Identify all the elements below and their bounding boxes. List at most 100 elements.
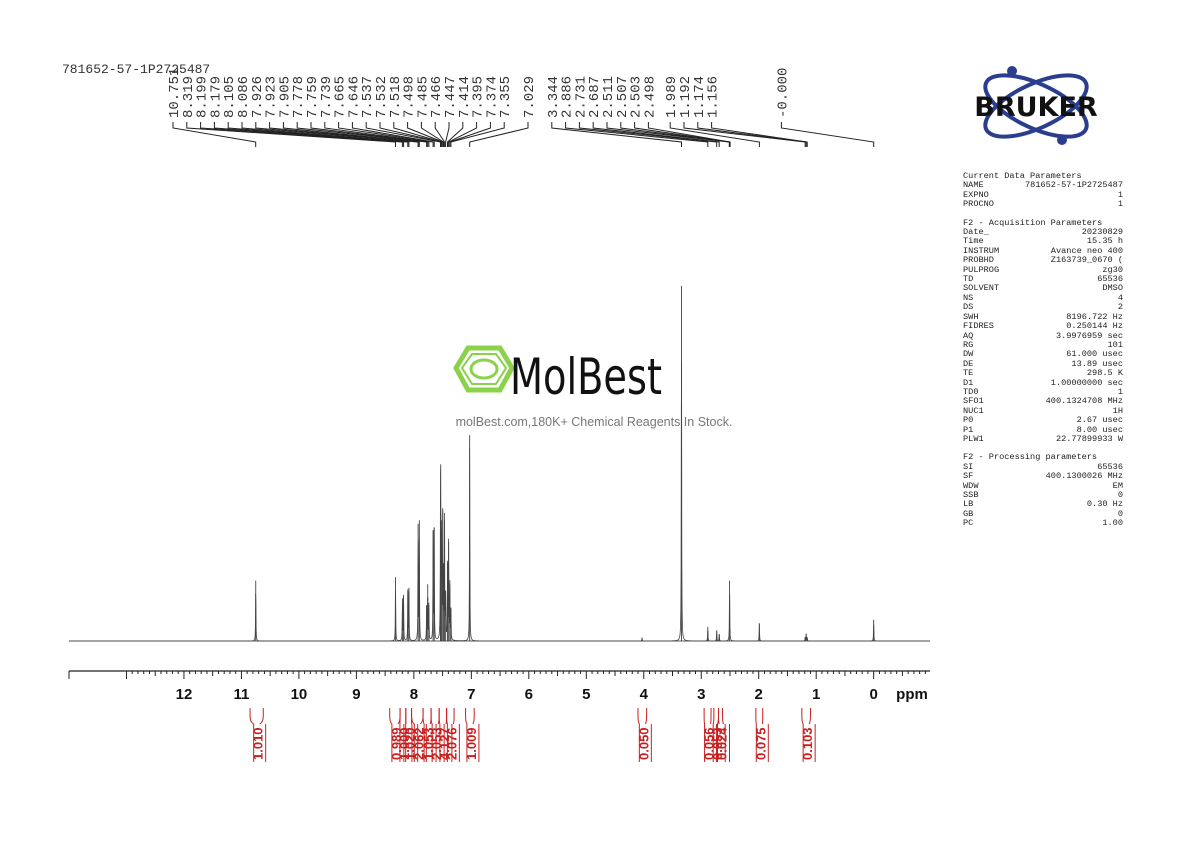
axis-tick-label: 2 bbox=[755, 686, 763, 703]
peak-label: 7.414 bbox=[457, 76, 473, 118]
param-key: RG bbox=[963, 339, 974, 350]
param-row: PULPROG zg30 bbox=[963, 264, 1123, 275]
peak-label: 1.989 bbox=[664, 76, 680, 118]
peak-label: 3.344 bbox=[546, 76, 562, 118]
axis-tick-label: 4 bbox=[640, 686, 649, 703]
param-value: 3.9976959 sec bbox=[1055, 330, 1123, 341]
param-key: NAME bbox=[963, 180, 984, 191]
param-key: PROCNO bbox=[963, 199, 994, 210]
peak-label-connector bbox=[213, 122, 405, 147]
integral-value: 2.076 bbox=[444, 727, 459, 760]
peak-label-connector bbox=[669, 122, 760, 147]
param-value: 781652-57-1P2725487 bbox=[1025, 180, 1123, 191]
param-value: 65536 bbox=[1097, 274, 1123, 285]
peak-label-connector bbox=[434, 122, 446, 147]
peak-label: 7.778 bbox=[291, 76, 307, 118]
param-key: Date_ bbox=[963, 227, 989, 238]
integral-value: 1.000 bbox=[397, 727, 412, 760]
peak-label-connector bbox=[269, 122, 419, 147]
param-key: SI bbox=[963, 461, 974, 472]
param-value: 2.67 usec bbox=[1076, 415, 1123, 426]
peak-label-connector bbox=[324, 122, 430, 147]
param-row: RG 101 bbox=[963, 339, 1123, 350]
peak-label: 7.395 bbox=[471, 76, 487, 118]
peak-label-connector bbox=[407, 122, 444, 147]
peak-label: 7.447 bbox=[443, 76, 459, 118]
peak-label: 8.199 bbox=[195, 76, 211, 118]
axis-tick-label: 9 bbox=[352, 686, 360, 703]
peak-label-connector bbox=[393, 122, 443, 147]
param-row: P1 8.00 usec bbox=[963, 424, 1123, 435]
param-value: 400.1324708 MHz bbox=[1045, 396, 1123, 407]
molbest-watermark: MolBest molBest.com,180K+ Chemical Reage… bbox=[453, 345, 733, 429]
peak-label-connector bbox=[241, 122, 410, 147]
param-key: PULPROG bbox=[963, 264, 1000, 275]
integral-bracket bbox=[801, 708, 811, 762]
param-key: SWH bbox=[963, 311, 979, 322]
peak-label-connector bbox=[697, 122, 807, 147]
peak-label: 7.485 bbox=[415, 76, 431, 118]
peak-label-connector bbox=[551, 122, 682, 147]
peak-label-connector bbox=[578, 122, 718, 147]
param-key: Time bbox=[963, 236, 984, 247]
param-row: WDW EM bbox=[963, 481, 1123, 491]
molbest-tagline: molBest.com,180K+ Chemical Reagents In S… bbox=[456, 415, 733, 429]
peak-label-connector bbox=[592, 122, 720, 147]
peak-label-connector bbox=[450, 122, 505, 147]
integral-value: 0.075 bbox=[753, 727, 768, 760]
param-key: P0 bbox=[963, 415, 974, 426]
param-value: 101 bbox=[1107, 339, 1123, 350]
peak-label-connector bbox=[647, 122, 731, 147]
param-value: 1H bbox=[1112, 405, 1123, 416]
param-row: NUC1 1H bbox=[963, 405, 1123, 416]
peak-label: 7.646 bbox=[346, 76, 362, 118]
axis-tick-label: 7 bbox=[467, 686, 475, 703]
peak-label-connector bbox=[186, 122, 396, 147]
molbest-brand: MolBest bbox=[510, 348, 662, 406]
peak-label-connector bbox=[338, 122, 434, 147]
peak-label: 7.665 bbox=[333, 76, 349, 118]
param-value: 298.5 K bbox=[1086, 368, 1123, 379]
param-row: SI 65536 bbox=[963, 461, 1123, 472]
peak-label-connector bbox=[711, 122, 808, 147]
param-value: 65536 bbox=[1097, 461, 1123, 472]
peak-label: 1.192 bbox=[678, 76, 694, 118]
integral-value: 1.009 bbox=[464, 727, 479, 760]
peak-label: 7.532 bbox=[374, 76, 390, 118]
peak-label: 2.507 bbox=[615, 76, 631, 118]
param-value: DMSO bbox=[1102, 283, 1123, 294]
param-value: 1 bbox=[1117, 386, 1123, 397]
axis-tick-label: 1 bbox=[812, 686, 820, 703]
peak-label-connector bbox=[683, 122, 806, 147]
param-key: DE bbox=[963, 358, 974, 369]
param-row: SFO1 400.1324708 MHz bbox=[963, 396, 1123, 407]
peak-label: 7.923 bbox=[264, 76, 280, 118]
processing-params-section: F2 - Processing parameters SI 65536 SF 400.… bbox=[963, 452, 1123, 528]
section-title: F2 - Acquisition Parameters bbox=[963, 217, 1103, 228]
axis-label: ppm bbox=[896, 686, 928, 703]
peak-label: 7.739 bbox=[319, 76, 335, 118]
param-row: P0 2.67 usec bbox=[963, 415, 1123, 426]
spectrum-group bbox=[69, 286, 930, 642]
param-value: 15.35 h bbox=[1086, 236, 1123, 247]
section-title: Current Data Parameters bbox=[963, 171, 1082, 181]
param-row: PLW1 22.77899933 W bbox=[963, 434, 1123, 444]
param-row: SWH 8196.722 Hz bbox=[963, 311, 1123, 322]
peak-label-connector bbox=[296, 122, 428, 147]
peak-label-connector bbox=[420, 122, 444, 147]
param-row: EXPNO 1 bbox=[963, 190, 1123, 200]
integral-value: 4.127 bbox=[437, 727, 452, 760]
peak-label: 2.731 bbox=[573, 76, 589, 118]
param-key: SFO1 bbox=[963, 396, 984, 407]
param-value: 8.00 usec bbox=[1076, 424, 1123, 435]
benzene-logo-icon bbox=[453, 345, 515, 393]
param-key: D1 bbox=[963, 377, 974, 388]
peak-label: 2.503 bbox=[629, 76, 645, 118]
axis-tick-label: 11 bbox=[234, 686, 250, 703]
param-key: TD0 bbox=[963, 386, 979, 397]
peak-label-connector bbox=[565, 122, 709, 147]
param-row: SF 400.1300026 MHz bbox=[963, 471, 1123, 481]
param-key: DS bbox=[963, 302, 974, 313]
peak-label-connector bbox=[282, 122, 420, 147]
